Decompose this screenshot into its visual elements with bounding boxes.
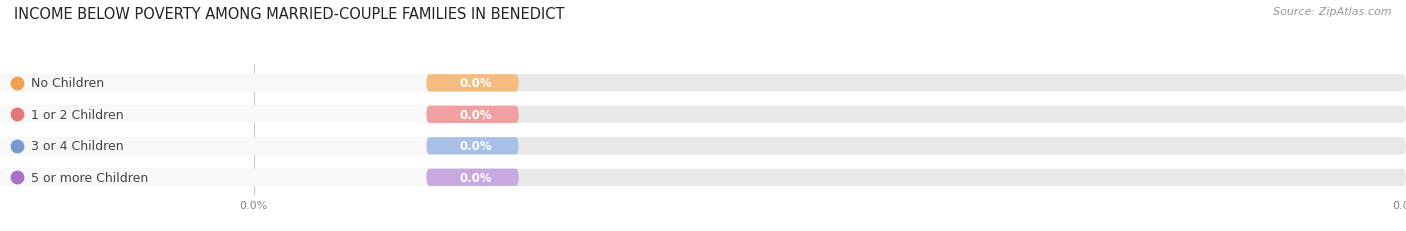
Text: 0.0%: 0.0% xyxy=(460,171,492,184)
Text: INCOME BELOW POVERTY AMONG MARRIED-COUPLE FAMILIES IN BENEDICT: INCOME BELOW POVERTY AMONG MARRIED-COUPL… xyxy=(14,7,565,22)
FancyBboxPatch shape xyxy=(0,169,437,186)
Text: Source: ZipAtlas.com: Source: ZipAtlas.com xyxy=(1274,7,1392,17)
Text: 0.0%: 0.0% xyxy=(460,108,492,121)
FancyBboxPatch shape xyxy=(0,75,1406,92)
FancyBboxPatch shape xyxy=(426,106,519,123)
Text: 0.0%: 0.0% xyxy=(460,140,492,153)
Text: 0.0%: 0.0% xyxy=(460,77,492,90)
FancyBboxPatch shape xyxy=(0,138,437,155)
FancyBboxPatch shape xyxy=(0,138,1406,155)
FancyBboxPatch shape xyxy=(426,75,519,92)
Text: No Children: No Children xyxy=(31,77,104,90)
FancyBboxPatch shape xyxy=(0,106,1406,123)
FancyBboxPatch shape xyxy=(0,106,437,123)
Text: 5 or more Children: 5 or more Children xyxy=(31,171,149,184)
Text: 1 or 2 Children: 1 or 2 Children xyxy=(31,108,124,121)
FancyBboxPatch shape xyxy=(0,169,1406,186)
FancyBboxPatch shape xyxy=(426,169,519,186)
FancyBboxPatch shape xyxy=(426,138,519,155)
FancyBboxPatch shape xyxy=(0,75,437,92)
Text: 3 or 4 Children: 3 or 4 Children xyxy=(31,140,124,153)
